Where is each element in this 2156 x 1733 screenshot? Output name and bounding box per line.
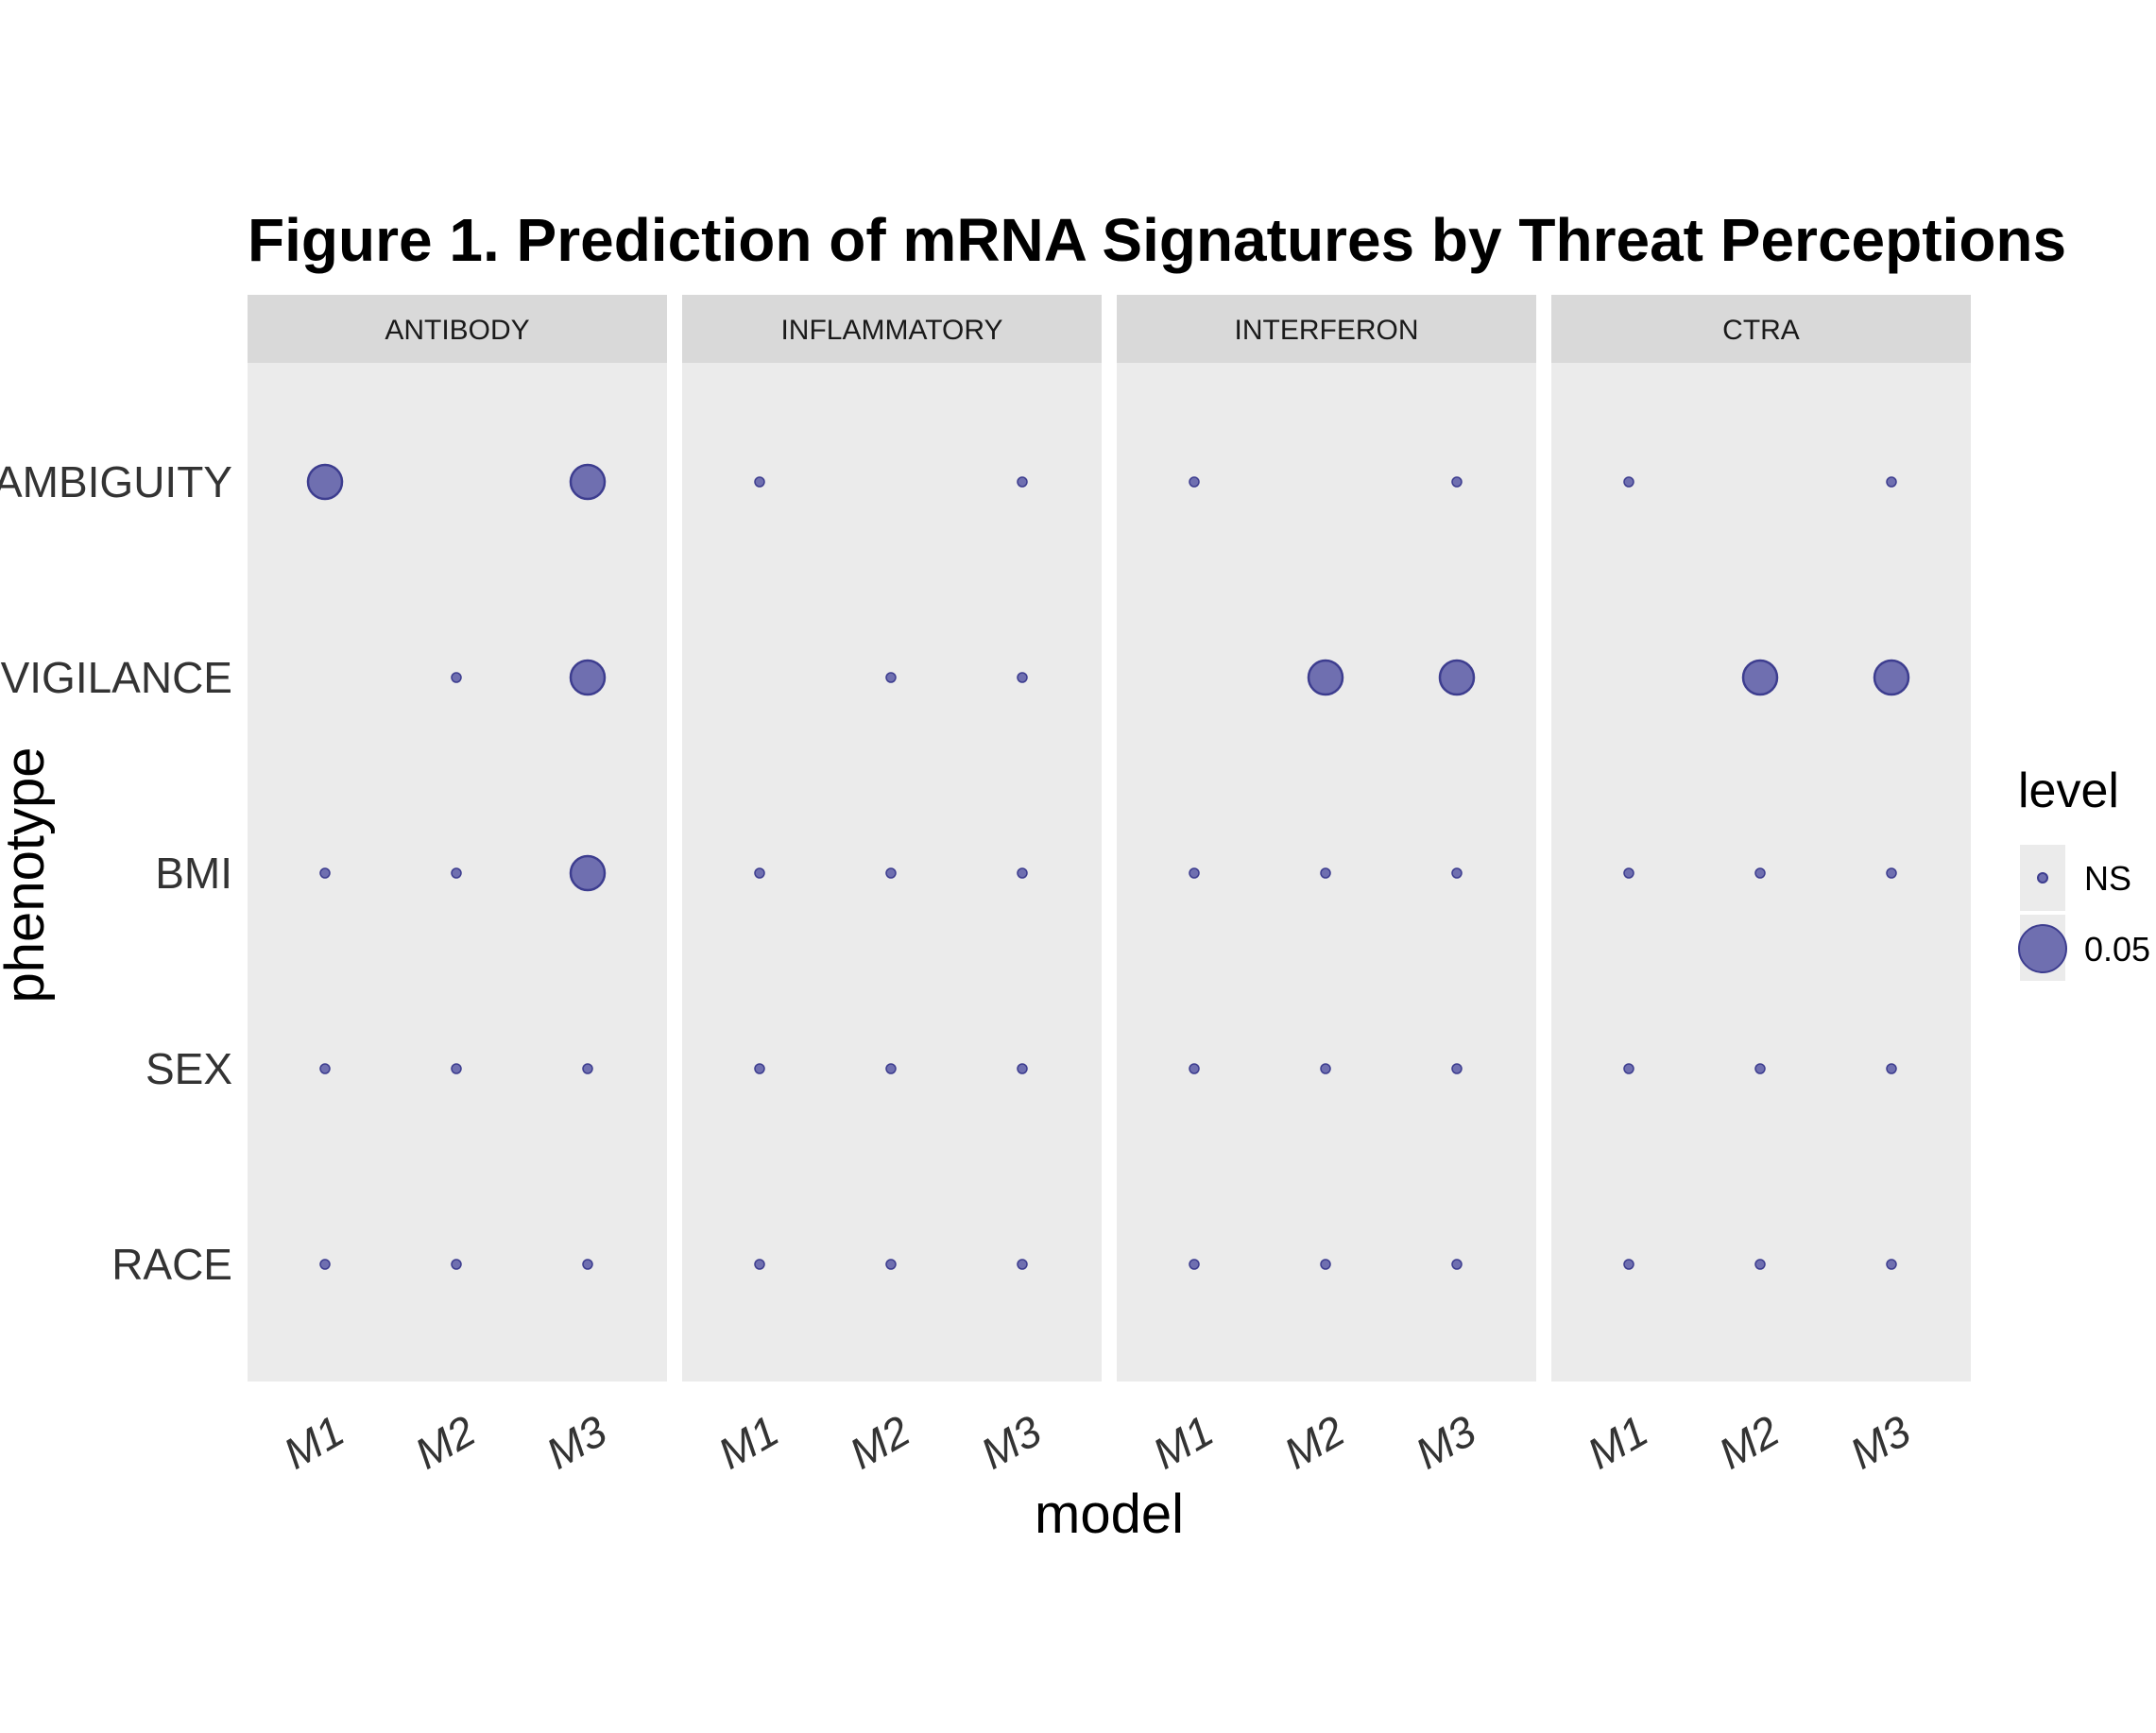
point-inflammatory-race-m2 — [885, 1259, 897, 1270]
point-inflammatory-bmi-m3 — [1017, 867, 1028, 879]
point-ctra-race-m1 — [1623, 1259, 1634, 1270]
legend: level NS 0.05 — [2018, 764, 2150, 981]
y-tick-vigilance: VIGILANCE — [1, 653, 232, 702]
chart-title: Figure 1. Prediction of mRNA Signatures … — [248, 206, 2066, 274]
x-axis-title: model — [1035, 1484, 1184, 1545]
strip-label-interferon: INTERFERON — [1235, 315, 1419, 346]
point-ctra-sex-m3 — [1886, 1063, 1897, 1074]
point-inflammatory-bmi-m2 — [885, 867, 897, 879]
point-antibody-ambiguity-m3 — [569, 463, 607, 501]
point-antibody-sex-m3 — [582, 1063, 593, 1074]
point-antibody-race-m1 — [319, 1259, 331, 1270]
point-interferon-race-m3 — [1451, 1259, 1463, 1270]
data-points — [306, 463, 1910, 1270]
legend-key-ns-dot — [2037, 872, 2048, 884]
strip-label-antibody: ANTIBODY — [385, 315, 529, 346]
point-interferon-race-m1 — [1189, 1259, 1200, 1270]
strip-antibody — [248, 295, 667, 363]
y-tick-race: RACE — [111, 1240, 232, 1289]
point-antibody-bmi-m2 — [451, 867, 462, 879]
y-tick-sex: SEX — [145, 1044, 232, 1093]
point-ctra-sex-m2 — [1754, 1063, 1766, 1074]
point-antibody-bmi-m3 — [569, 854, 607, 892]
point-antibody-sex-m1 — [319, 1063, 331, 1074]
point-antibody-sex-m2 — [451, 1063, 462, 1074]
point-antibody-vigilance-m3 — [569, 659, 607, 696]
point-interferon-sex-m1 — [1189, 1063, 1200, 1074]
point-inflammatory-vigilance-m3 — [1017, 672, 1028, 683]
point-antibody-race-m2 — [451, 1259, 462, 1270]
point-antibody-race-m3 — [582, 1259, 593, 1270]
strip-label-ctra: CTRA — [1722, 315, 1800, 346]
point-interferon-race-m2 — [1320, 1259, 1331, 1270]
point-interferon-ambiguity-m1 — [1189, 476, 1200, 488]
y-tick-labels: AMBIGUITY VIGILANCE BMI SEX RACE — [0, 457, 232, 1289]
point-antibody-bmi-m1 — [319, 867, 331, 879]
point-inflammatory-bmi-m1 — [754, 867, 765, 879]
point-ctra-vigilance-m2 — [1741, 659, 1779, 696]
point-ctra-bmi-m3 — [1886, 867, 1897, 879]
point-inflammatory-sex-m1 — [754, 1063, 765, 1074]
strip-interferon — [1117, 295, 1536, 363]
legend-key-005-dot — [2018, 924, 2067, 973]
point-inflammatory-vigilance-m2 — [885, 672, 897, 683]
point-ctra-ambiguity-m1 — [1623, 476, 1634, 488]
point-ctra-ambiguity-m3 — [1886, 476, 1897, 488]
strip-label-inflammatory: INFLAMMATORY — [780, 315, 1002, 346]
point-interferon-vigilance-m3 — [1438, 659, 1476, 696]
point-interferon-sex-m2 — [1320, 1063, 1331, 1074]
y-tick-ambiguity: AMBIGUITY — [0, 457, 232, 506]
point-antibody-vigilance-m2 — [451, 672, 462, 683]
point-ctra-race-m2 — [1754, 1259, 1766, 1270]
point-inflammatory-ambiguity-m1 — [754, 476, 765, 488]
legend-label-005: 0.05 — [2084, 930, 2150, 969]
point-ctra-bmi-m1 — [1623, 867, 1634, 879]
point-inflammatory-sex-m3 — [1017, 1063, 1028, 1074]
point-ctra-bmi-m2 — [1754, 867, 1766, 879]
point-interferon-sex-m3 — [1451, 1063, 1463, 1074]
legend-title: level — [2018, 764, 2119, 818]
point-interferon-bmi-m2 — [1320, 867, 1331, 879]
point-ctra-sex-m1 — [1623, 1063, 1634, 1074]
y-axis-title: phenotype — [0, 747, 56, 1004]
point-interferon-ambiguity-m3 — [1451, 476, 1463, 488]
point-ctra-race-m3 — [1886, 1259, 1897, 1270]
point-inflammatory-ambiguity-m3 — [1017, 476, 1028, 488]
point-inflammatory-race-m3 — [1017, 1259, 1028, 1270]
point-ctra-vigilance-m3 — [1873, 659, 1910, 696]
strip-ctra — [1551, 295, 1971, 363]
point-interferon-bmi-m3 — [1451, 867, 1463, 879]
y-tick-bmi: BMI — [155, 849, 232, 898]
point-inflammatory-race-m1 — [754, 1259, 765, 1270]
point-interferon-bmi-m1 — [1189, 867, 1200, 879]
point-antibody-ambiguity-m1 — [306, 463, 344, 501]
legend-label-ns: NS — [2084, 859, 2131, 898]
point-inflammatory-sex-m2 — [885, 1063, 897, 1074]
point-interferon-vigilance-m2 — [1307, 659, 1344, 696]
strip-inflammatory — [682, 295, 1102, 363]
